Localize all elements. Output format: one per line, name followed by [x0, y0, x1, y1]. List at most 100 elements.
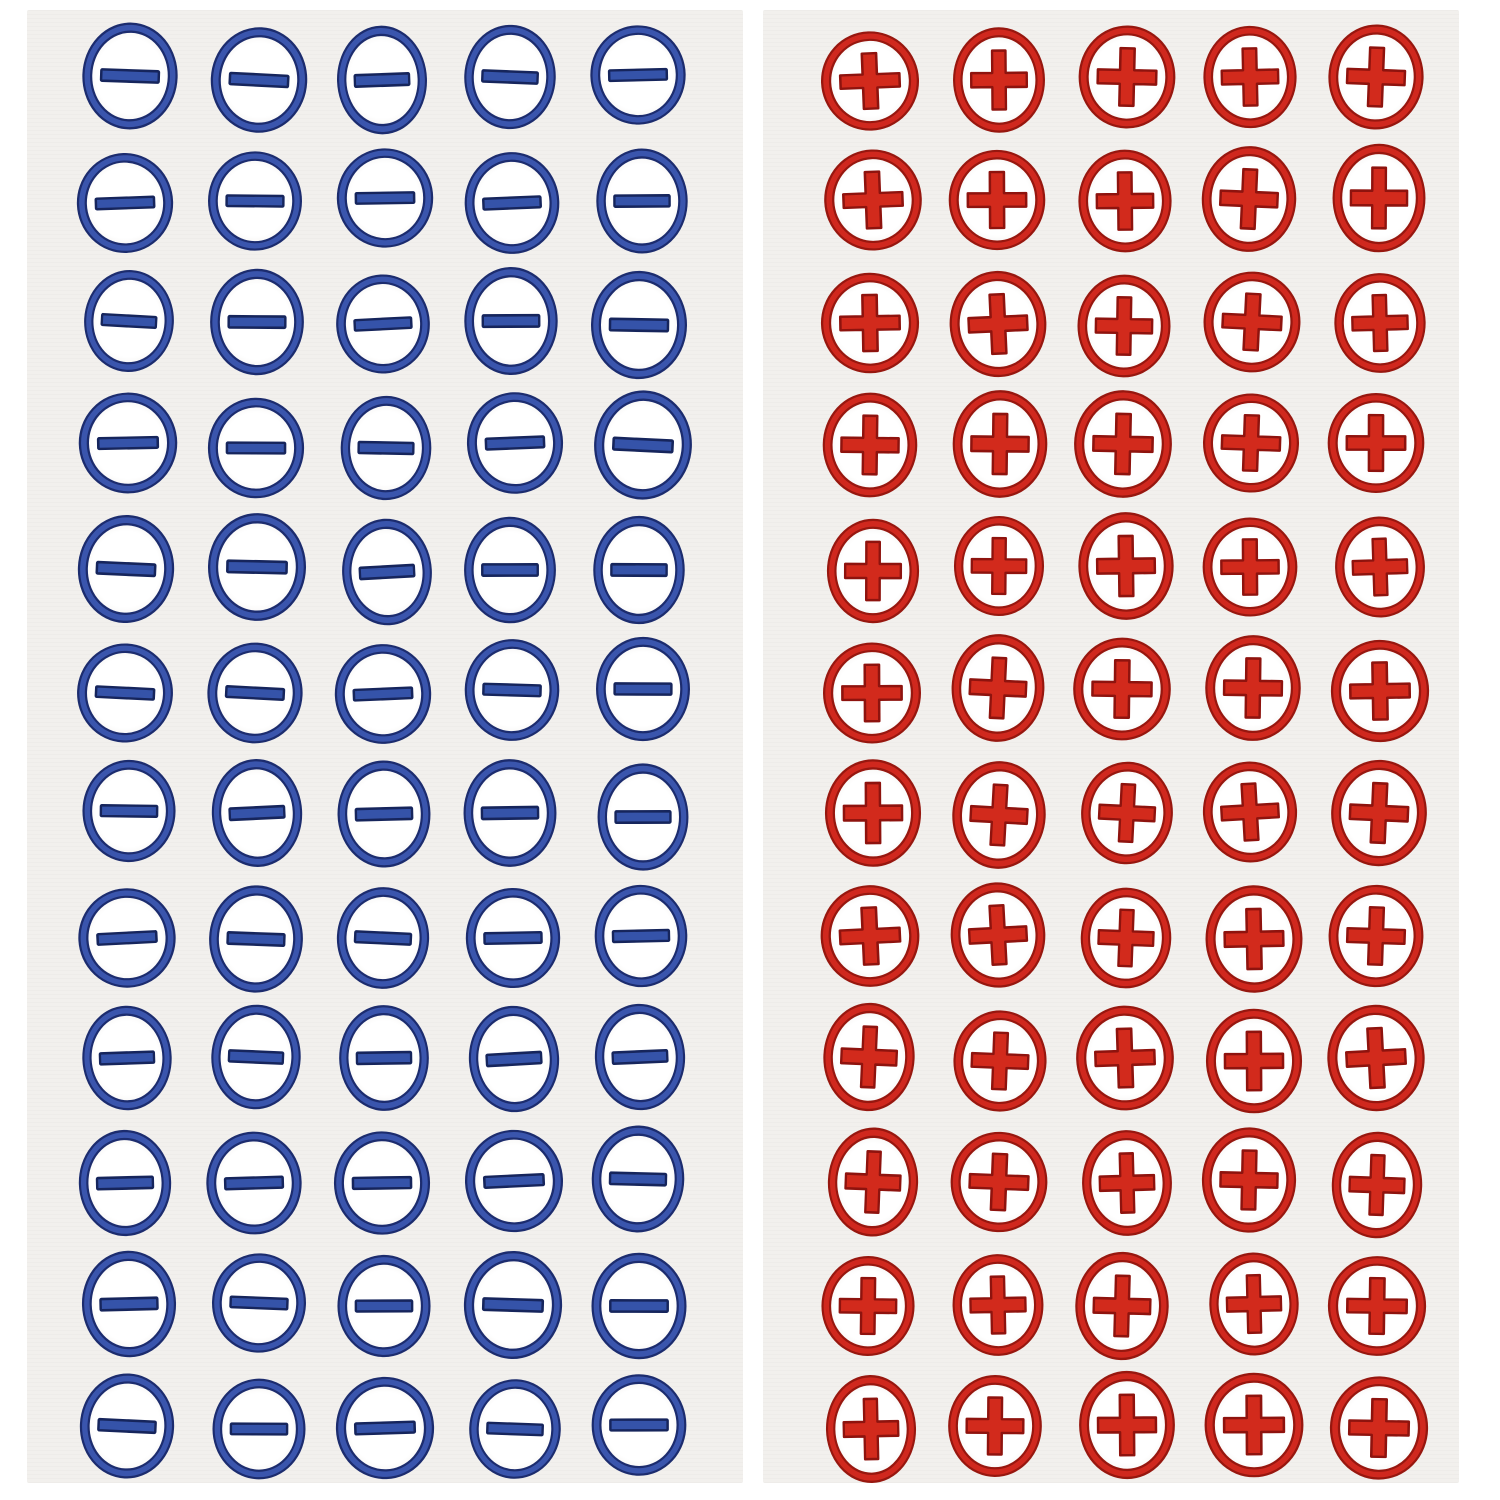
plus-sticker — [1193, 262, 1311, 383]
plus-sticker — [810, 875, 929, 996]
minus-sticker — [326, 1123, 438, 1243]
plus-symbol-print — [1202, 25, 1297, 128]
plus-symbol-print — [1077, 274, 1171, 378]
plus-symbol-print — [1334, 272, 1426, 373]
minus-symbol-print — [80, 1373, 175, 1479]
minus-sticker — [455, 16, 566, 139]
plus-symbol-print — [828, 1127, 919, 1237]
minus-sticker — [68, 878, 186, 998]
plus-sticker — [1193, 1118, 1305, 1241]
minus-symbol-print — [334, 643, 432, 744]
plus-sticker — [819, 1118, 928, 1247]
minus-symbol-print — [465, 888, 561, 989]
minus-symbol-print — [596, 148, 689, 254]
plus-symbol-print — [827, 518, 920, 623]
minus-symbol-print — [464, 25, 557, 130]
plus-sticker — [1192, 751, 1308, 873]
plus-sticker — [944, 382, 1055, 506]
minus-sticker — [331, 997, 436, 1119]
minus-sticker — [454, 142, 569, 263]
minus-symbol-print — [211, 758, 302, 867]
minus-sticker — [68, 144, 183, 262]
minus-sticker — [582, 262, 695, 388]
plus-sticker — [1069, 266, 1178, 386]
minus-sticker — [329, 140, 442, 256]
plus-symbol-print — [952, 1254, 1044, 1357]
minus-sticker — [200, 17, 318, 143]
minus-symbol-print — [336, 1377, 435, 1480]
minus-sticker — [73, 996, 180, 1119]
minus-sticker — [73, 1242, 185, 1366]
minus-sticker — [330, 1247, 438, 1365]
minus-symbol-print — [208, 884, 303, 993]
plus-sticker — [1200, 1244, 1307, 1364]
minus-symbol-print — [211, 1253, 306, 1354]
plus-sticker — [1194, 17, 1305, 136]
minus-sticker — [582, 17, 695, 133]
plus-sticker — [1196, 1365, 1311, 1485]
plus-symbol-print — [950, 882, 1046, 988]
minus-symbol-print — [207, 642, 303, 744]
minus-sticker — [327, 1368, 444, 1489]
minus-sticker — [584, 380, 703, 510]
plus-sticker — [1070, 17, 1184, 137]
plus-symbol-print — [1075, 1251, 1169, 1360]
plus-sticker — [813, 264, 928, 381]
plus-symbol-print — [1081, 1130, 1172, 1237]
minus-symbol-print — [207, 151, 302, 251]
plus-sticker — [1197, 877, 1311, 1002]
minus-symbol-print — [590, 25, 686, 125]
plus-symbol-print — [952, 390, 1047, 498]
plus-symbol-print — [1331, 639, 1430, 743]
plus-symbol-print — [947, 1375, 1042, 1478]
minus-sticker — [586, 994, 695, 1120]
minus-sticker — [586, 508, 692, 633]
minus-symbol-print — [590, 271, 687, 380]
plus-sticker — [940, 1368, 1049, 1485]
minus-symbol-print — [210, 27, 308, 133]
plus-sticker — [1073, 1121, 1180, 1245]
minus-sticker — [70, 1363, 185, 1488]
minus-symbol-print — [212, 1379, 306, 1480]
minus-symbol-print — [206, 1131, 302, 1235]
minus-sticker — [590, 755, 696, 878]
plus-sticker — [811, 22, 928, 140]
plus-symbol-print — [823, 149, 922, 251]
minus-symbol-print — [82, 760, 176, 863]
plus-sticker — [817, 1367, 924, 1492]
minus-sticker — [457, 383, 573, 503]
minus-symbol-print — [78, 888, 176, 988]
plus-symbol-print — [948, 149, 1046, 250]
minus-sticker — [202, 1244, 315, 1362]
plus-sticker — [817, 751, 929, 875]
plus-symbol-print — [822, 642, 921, 744]
plus-sticker — [813, 993, 924, 1121]
minus-sticker — [200, 143, 309, 258]
minus-symbol-print — [78, 392, 178, 494]
minus-sticker — [584, 1245, 694, 1367]
plus-symbol-print — [949, 271, 1047, 378]
plus-sticker — [1070, 504, 1182, 628]
plus-symbol-print — [1201, 146, 1297, 253]
minus-sticker — [327, 878, 438, 999]
plus-symbol-print — [1203, 271, 1301, 373]
plus-symbol-print — [1330, 1376, 1429, 1480]
plus-symbol-print — [1203, 393, 1300, 493]
minus-symbol-print — [82, 22, 178, 130]
plus-symbol-print — [952, 1010, 1047, 1112]
minus-symbol-print — [464, 1250, 563, 1359]
minus-sticker — [202, 995, 311, 1119]
minus-symbol-print — [336, 1254, 431, 1358]
plus-symbol-print — [1335, 516, 1426, 618]
minus-sticker — [332, 388, 439, 509]
plus-sticker — [1065, 630, 1179, 749]
minus-sticker — [200, 504, 315, 630]
minus-sticker — [455, 630, 568, 750]
plus-sticker — [941, 142, 1053, 257]
minus-sticker — [455, 1120, 574, 1242]
minus-symbol-print — [211, 1004, 302, 1110]
plus-symbol-print — [1202, 517, 1297, 617]
minus-symbol-print — [208, 513, 307, 622]
minus-symbol-print — [467, 392, 564, 494]
minus-sticker — [459, 995, 569, 1122]
